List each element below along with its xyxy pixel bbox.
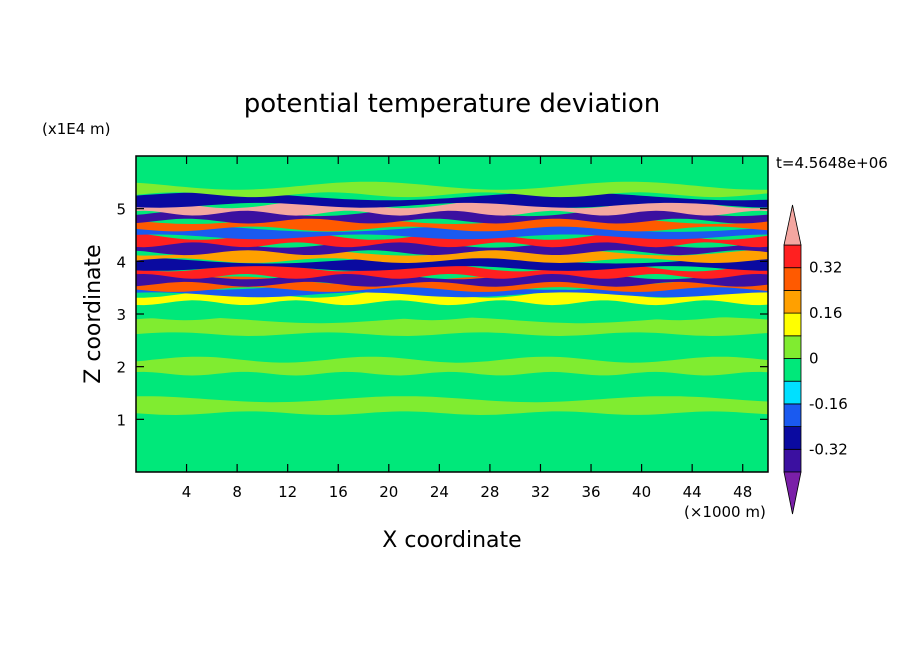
colorbar-segment xyxy=(783,426,802,450)
field-band xyxy=(136,377,768,397)
colorbar-max-arrow xyxy=(783,204,802,246)
colorbar-min-arrow xyxy=(783,471,802,515)
field-band xyxy=(136,414,768,434)
x-tick-label: 20 xyxy=(379,483,398,501)
y-tick-label: 2 xyxy=(116,359,126,377)
chart-title: potential temperature deviation xyxy=(244,89,660,119)
field-band xyxy=(136,255,768,271)
field-band xyxy=(136,239,768,256)
field-band xyxy=(136,223,768,240)
x-tick-label: 44 xyxy=(683,483,702,501)
y-tick-label: 5 xyxy=(116,201,126,219)
colorbar-tick-label: -0.16 xyxy=(809,395,848,413)
x-unit-label: (×1000 m) xyxy=(684,503,766,521)
y-tick-label: 1 xyxy=(116,411,126,429)
colorbar-segment xyxy=(783,358,802,382)
field-band xyxy=(136,356,768,376)
x-tick-label: 16 xyxy=(329,483,348,501)
y-unit-label: (x1E4 m) xyxy=(42,120,111,138)
y-tick-label: 3 xyxy=(116,306,126,324)
colorbar-tick-label: 0.16 xyxy=(809,304,842,322)
colorbar-tick-label: -0.32 xyxy=(809,440,848,458)
y-tick-label: 4 xyxy=(116,253,126,271)
field-band xyxy=(136,301,768,321)
x-tick-label: 24 xyxy=(430,483,449,501)
y-axis-label: Z coordinate xyxy=(81,244,106,383)
x-tick-label: 36 xyxy=(581,483,600,501)
field-band xyxy=(136,181,768,198)
heatmap-field xyxy=(136,156,768,472)
colorbar-segment xyxy=(783,289,802,314)
x-tick-label: 28 xyxy=(480,483,499,501)
x-tick-label: 12 xyxy=(278,483,297,501)
colorbar-segment xyxy=(783,335,802,359)
x-tick-label: 48 xyxy=(733,483,752,501)
colorbar-tick-label: 0 xyxy=(809,350,819,368)
field-band xyxy=(136,396,768,415)
x-tick-label: 40 xyxy=(632,483,651,501)
x-tick-label: 32 xyxy=(531,483,550,501)
x-tick-label: 8 xyxy=(232,483,242,501)
y-axis: 1 2 3 4 5 xyxy=(116,201,768,429)
colorbar: 0.32 0.16 0 -0.16 -0.32 xyxy=(783,204,848,515)
colorbar-segment xyxy=(783,267,802,291)
x-tick-label: 4 xyxy=(182,483,192,501)
field-band xyxy=(136,192,768,208)
x-axis: 4 8 12 16 20 24 28 32 36 40 44 48 xyxy=(182,156,752,501)
colorbar-segment xyxy=(783,312,802,337)
colorbar-segment xyxy=(783,244,802,269)
field-band xyxy=(136,335,768,355)
colorbar-segment xyxy=(783,448,802,473)
colorbar-tick-label: 0.32 xyxy=(809,259,842,277)
x-axis-label: X coordinate xyxy=(382,528,521,553)
time-label: t=4.5648e+06 xyxy=(776,154,888,172)
colorbar-segment xyxy=(783,380,802,405)
field-band xyxy=(136,317,768,336)
colorbar-segment xyxy=(783,403,802,427)
